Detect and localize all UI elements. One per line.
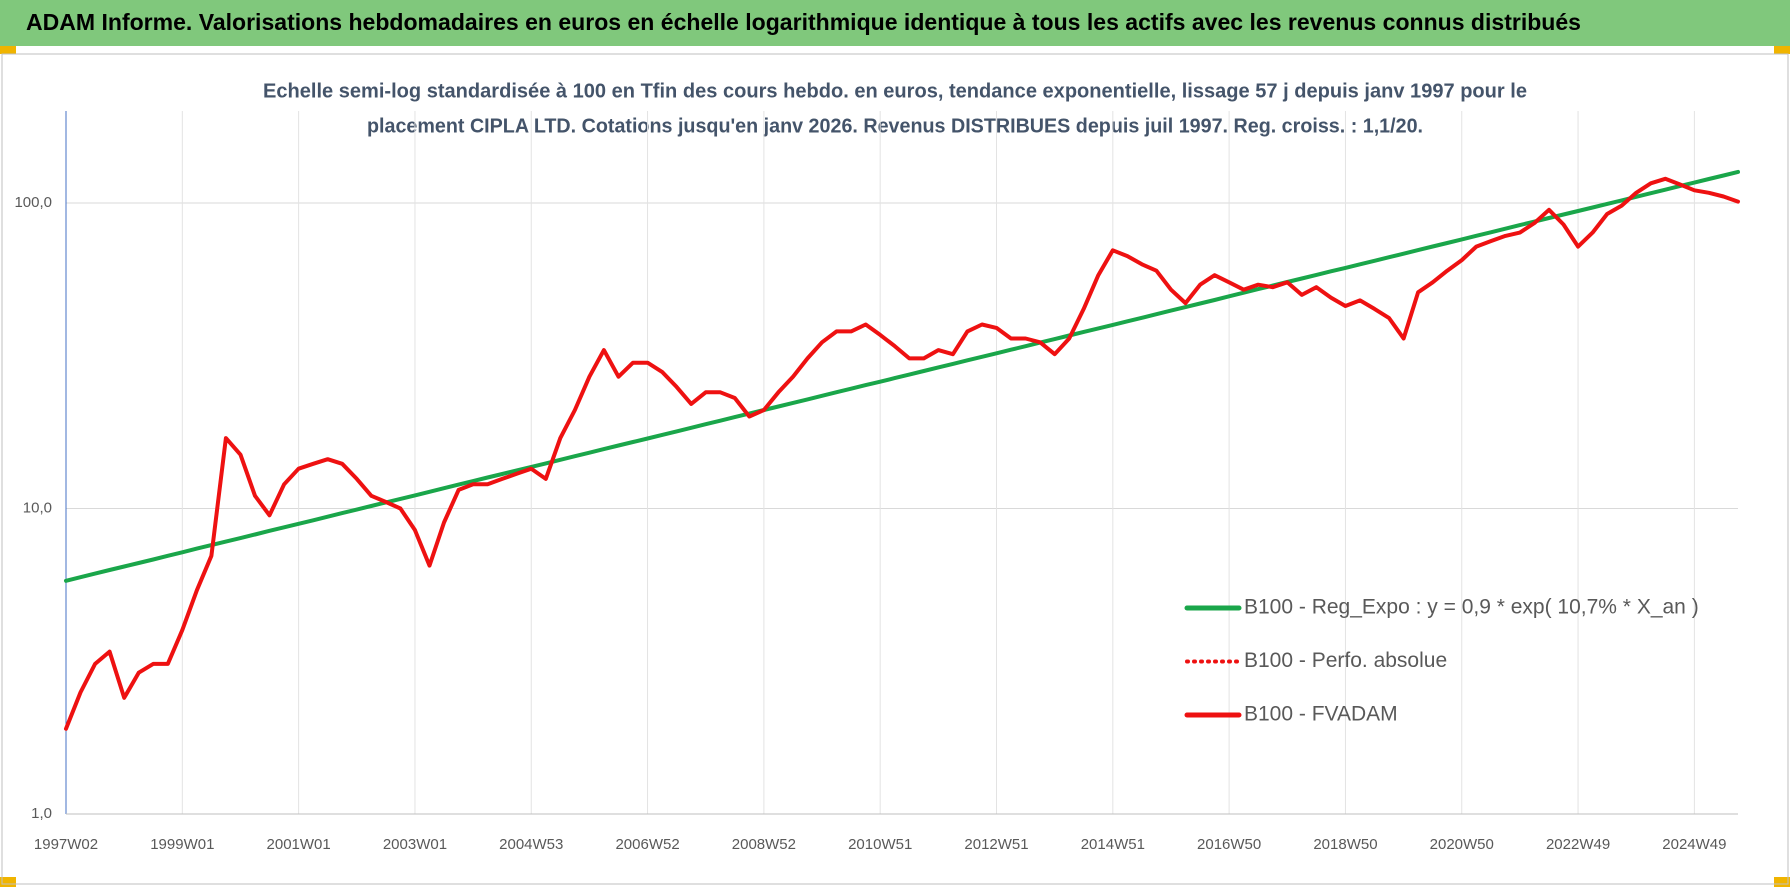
y-tick-label: 1,0 <box>31 805 52 822</box>
x-tick-label: 2010W51 <box>848 836 912 853</box>
x-tick-label: 2016W50 <box>1197 836 1261 853</box>
y-tick-label: 100,0 <box>14 194 52 211</box>
x-tick-label: 2024W49 <box>1662 836 1726 853</box>
x-tick-label: 2018W50 <box>1313 836 1377 853</box>
legend-label: B100 - FVADAM <box>1244 703 1398 726</box>
x-tick-label: 1997W02 <box>34 836 98 853</box>
corner <box>0 46 16 54</box>
plot-area: 1,0 10,0 100,0 1997W02 1999W01 2001W01 2003W01… <box>14 111 1740 853</box>
y-tick-label: 10,0 <box>23 499 52 516</box>
corner <box>0 877 16 887</box>
legend-label: B100 - Perfo. absolue <box>1244 649 1447 672</box>
legend-label: B100 - Reg_Expo : y = 0,9 * exp( 10,7% *… <box>1244 596 1699 619</box>
x-tick-label: 2006W52 <box>615 836 679 853</box>
header-title: ADAM Informe. Valorisations hebdomadaire… <box>26 9 1581 35</box>
corner <box>1774 46 1790 54</box>
chart-title: Echelle semi-log standardisée à 100 en T… <box>263 80 1527 102</box>
x-tick-label: 2001W01 <box>267 836 331 853</box>
x-tick-label: 2004W53 <box>499 836 563 853</box>
chart-border <box>1 53 1789 885</box>
x-tick-label: 2003W01 <box>383 836 447 853</box>
chart-title: placement CIPLA LTD. Cotations jusqu'en … <box>367 115 1423 137</box>
x-tick-label: 2008W52 <box>732 836 796 853</box>
series-line <box>64 169 1740 583</box>
x-tick-label: 1999W01 <box>150 836 214 853</box>
x-tick-label: 2014W51 <box>1081 836 1145 853</box>
x-tick-label: 2022W49 <box>1546 836 1610 853</box>
header-bar <box>0 0 1790 46</box>
corner <box>1774 877 1790 887</box>
x-tick-label: 2012W51 <box>964 836 1028 853</box>
series-line <box>64 176 1740 731</box>
x-tick-label: 2020W50 <box>1430 836 1494 853</box>
